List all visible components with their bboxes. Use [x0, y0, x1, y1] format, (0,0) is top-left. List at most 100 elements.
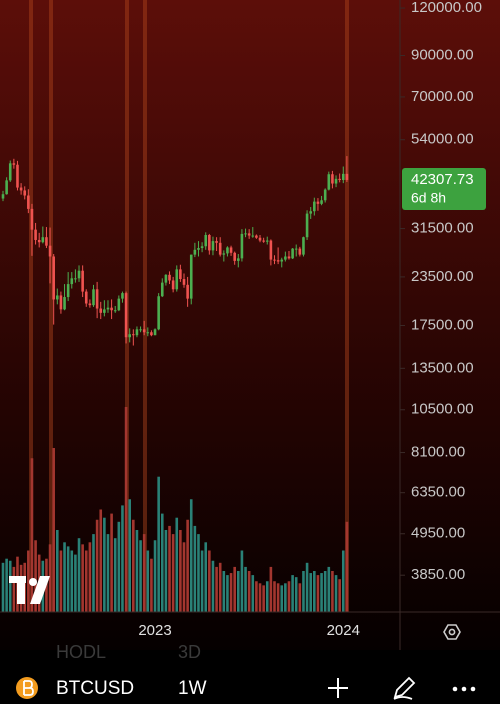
- candle-body: [309, 211, 312, 214]
- x-tick-label: 2024: [327, 622, 360, 639]
- y-tick-label: 90000.00: [411, 46, 474, 63]
- volume-bar: [298, 583, 302, 612]
- last-price-tag: [402, 168, 486, 210]
- faded-tab[interactable]: 3D: [178, 642, 201, 662]
- candle-body: [179, 269, 182, 280]
- candle-body: [146, 332, 150, 334]
- candle-body: [56, 295, 59, 300]
- candle-body: [74, 278, 77, 280]
- y-tick-label: 31500.00: [411, 220, 474, 237]
- candle-body: [153, 329, 157, 336]
- y-tick-label: 54000.00: [411, 131, 474, 148]
- volume-bar: [218, 562, 222, 612]
- gear-icon[interactable]: [443, 624, 461, 640]
- dot-icon[interactable]: [461, 686, 467, 692]
- pen-stroke[interactable]: [393, 696, 413, 700]
- candle-body: [233, 252, 236, 261]
- candle-body: [117, 298, 121, 311]
- volume-bar: [74, 554, 77, 612]
- volume-bar: [117, 521, 121, 612]
- candle-body: [106, 307, 110, 310]
- candle-body: [164, 274, 168, 283]
- candle-body: [77, 270, 81, 279]
- candle-body: [23, 190, 27, 196]
- volume-bar: [70, 550, 74, 612]
- volume-bar: [334, 575, 338, 612]
- y-tick-label: 6350.00: [411, 484, 465, 501]
- interval[interactable]: 1W: [178, 678, 207, 699]
- volume-bar: [84, 550, 88, 612]
- more-button[interactable]: [452, 686, 476, 692]
- volume-bar: [132, 519, 135, 612]
- volume-bar: [139, 540, 142, 612]
- pen-icon[interactable]: [393, 676, 416, 699]
- volume-bar: [99, 509, 103, 612]
- gear-icon-center[interactable]: [448, 628, 456, 636]
- add-button[interactable]: [328, 678, 348, 698]
- candle-body: [204, 235, 208, 247]
- y-tick-label: 120000.00: [411, 0, 482, 16]
- volume-bar: [338, 579, 341, 612]
- symbol[interactable]: BTCUSD: [56, 678, 134, 699]
- volume-bar: [153, 540, 157, 612]
- candle-body: [88, 303, 92, 306]
- volume-bar: [291, 575, 294, 612]
- volume-bar: [341, 550, 345, 612]
- candle-body: [70, 278, 74, 285]
- y-tick-label: 17500.00: [411, 316, 474, 333]
- dot-icon[interactable]: [452, 686, 458, 692]
- bitcoin-glyph[interactable]: [23, 680, 34, 696]
- candle-body: [189, 254, 193, 299]
- candle-body: [8, 163, 12, 181]
- volume-bar: [179, 530, 182, 612]
- dot-icon[interactable]: [470, 686, 476, 692]
- volume-bar: [244, 566, 247, 612]
- symbol-icon[interactable]: [16, 677, 38, 699]
- volume-bar: [34, 540, 37, 612]
- volume-bar: [77, 538, 81, 612]
- volume-bar: [222, 571, 226, 612]
- candle-body: [313, 201, 316, 212]
- volume-bar: [316, 575, 320, 612]
- volume-bar: [280, 585, 284, 612]
- candle-body: [237, 258, 240, 261]
- volume-bar: [63, 542, 66, 612]
- volume-bar: [273, 581, 276, 612]
- volume-bar: [284, 583, 287, 612]
- candle-body: [52, 256, 55, 300]
- volume-bar: [265, 581, 269, 612]
- candle-body: [19, 187, 23, 191]
- volume-bar: [208, 550, 211, 612]
- drawing-button[interactable]: [393, 676, 416, 700]
- candle-body: [334, 178, 338, 184]
- volume-bar: [27, 550, 30, 612]
- volume-bar: [237, 571, 240, 612]
- candle-body: [222, 253, 226, 255]
- candle-body: [139, 329, 142, 331]
- candle-body: [208, 235, 211, 251]
- candle-body: [128, 334, 131, 338]
- candle-body: [345, 173, 349, 180]
- candle-body: [229, 247, 233, 253]
- candle-body: [276, 260, 280, 262]
- volume-bar: [323, 571, 327, 612]
- faded-tab[interactable]: HODL: [56, 642, 106, 662]
- candle-body: [37, 239, 41, 243]
- volume-bar: [146, 550, 150, 612]
- candle-body: [45, 237, 48, 246]
- volume-bar: [81, 544, 84, 612]
- candle-body: [157, 296, 160, 330]
- candle-body: [251, 235, 255, 237]
- volume-bar: [276, 583, 280, 612]
- settings-button[interactable]: [443, 624, 461, 640]
- candle-body: [84, 291, 88, 304]
- candle-body: [81, 270, 84, 292]
- volume-bar: [95, 519, 99, 612]
- countdown: 6d 8h: [411, 190, 446, 206]
- volume-bar: [8, 560, 12, 612]
- volume-bar: [313, 571, 316, 612]
- toolbar: [0, 650, 500, 704]
- candle-body: [218, 242, 222, 255]
- candle-body: [341, 173, 345, 180]
